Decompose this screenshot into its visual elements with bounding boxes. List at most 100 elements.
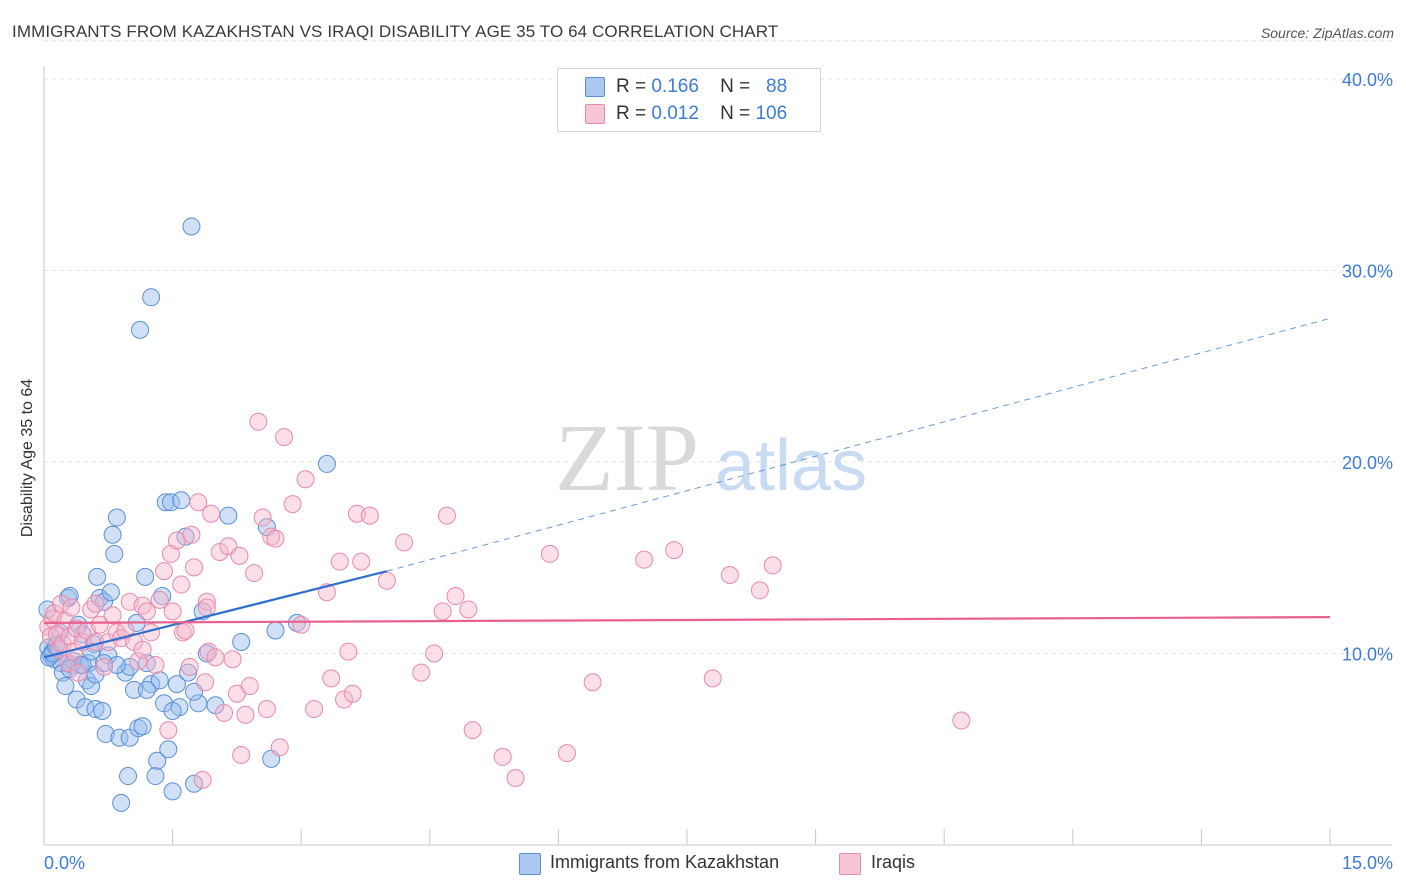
x-tick-label-max: 15.0% <box>1342 853 1393 873</box>
axes <box>43 66 1392 846</box>
point-iraqis <box>230 546 249 565</box>
point-iraqis <box>352 552 371 571</box>
point-iraqis <box>557 744 576 763</box>
point-iraqis <box>159 721 178 740</box>
trend-lines <box>43 317 1331 659</box>
point-iraqis <box>90 615 109 634</box>
point-iraqis <box>240 677 259 696</box>
point-kazakhstan <box>107 508 126 527</box>
point-iraqis <box>62 598 81 617</box>
watermark-atlas: atlas <box>715 426 867 506</box>
point-kazakhstan <box>105 544 124 563</box>
point-iraqis <box>360 506 379 525</box>
point-iraqis <box>459 600 478 619</box>
point-iraqis <box>103 606 122 625</box>
point-iraqis <box>180 657 199 676</box>
y-axis-label: Disability Age 35 to 64 <box>19 378 36 538</box>
point-kazakhstan <box>82 677 101 696</box>
point-iraqis <box>335 690 354 709</box>
point-iraqis <box>292 615 311 634</box>
point-kazakhstan <box>137 680 156 699</box>
point-iraqis <box>249 412 268 431</box>
point-iraqis <box>275 428 294 447</box>
point-iraqis <box>202 504 221 523</box>
point-iraqis <box>339 642 358 661</box>
r-value-iraqis: 0.012 <box>651 103 699 124</box>
point-iraqis <box>236 705 255 724</box>
point-iraqis <box>635 550 654 569</box>
point-kazakhstan <box>136 567 155 586</box>
point-kazakhstan <box>56 677 75 696</box>
point-iraqis <box>197 592 216 611</box>
point-kazakhstan <box>185 774 204 793</box>
point-iraqis <box>193 770 212 789</box>
n-label: N = <box>720 76 751 97</box>
point-iraqis <box>86 594 105 613</box>
point-iraqis <box>266 529 285 548</box>
point-kazakhstan <box>131 320 150 339</box>
point-iraqis <box>133 640 152 659</box>
point-kazakhstan <box>266 621 285 640</box>
point-kazakhstan <box>112 793 131 812</box>
point-iraqis <box>720 565 739 584</box>
point-iraqis <box>161 544 180 563</box>
point-iraqis <box>395 533 414 552</box>
bottom-legend-iraqis: Iraqis <box>871 852 916 872</box>
point-kazakhstan <box>317 454 336 473</box>
legend-row-iraqis: R = 0.012 N = 106 <box>616 102 787 126</box>
point-iraqis <box>206 648 225 667</box>
bottom-legend-swatch-iraqis <box>839 853 861 875</box>
point-iraqis <box>377 571 396 590</box>
point-kazakhstan <box>146 767 165 786</box>
point-kazakhstan <box>232 633 251 652</box>
point-kazakhstan <box>86 700 105 719</box>
point-kazakhstan <box>119 767 138 786</box>
chart-title: IMMIGRANTS FROM KAZAKHSTAN VS IRAQI DISA… <box>12 22 779 41</box>
trend-line-kazakhstan <box>43 570 388 659</box>
bottom-legend-swatch-kazakhstan <box>519 853 541 875</box>
y-tick-label: 20.0% <box>1342 453 1393 473</box>
point-kazakhstan <box>167 675 186 694</box>
point-kazakhstan <box>103 525 122 544</box>
point-kazakhstan <box>156 493 175 512</box>
y-tick-label: 40.0% <box>1342 70 1393 90</box>
x-tick-label-min: 0.0% <box>44 853 85 873</box>
point-iraqis <box>189 493 208 512</box>
trend-line-kazakhstan-extension <box>386 317 1331 572</box>
point-iraqis <box>137 602 156 621</box>
y-tick-label: 30.0% <box>1342 262 1393 282</box>
point-iraqis <box>69 663 88 682</box>
point-iraqis <box>52 594 71 613</box>
point-iraqis <box>257 700 276 719</box>
watermark-zip: ZIP <box>555 404 699 511</box>
series-kazakhstan-points <box>38 217 336 812</box>
point-kazakhstan <box>96 724 115 743</box>
point-iraqis <box>433 602 452 621</box>
point-iraqis <box>197 598 216 617</box>
bottom-legend-kazakhstan: Immigrants from Kazakhstan <box>550 852 780 872</box>
point-iraqis <box>172 575 191 594</box>
source-credit: Source: ZipAtlas.com <box>1260 25 1394 41</box>
point-kazakhstan <box>159 740 178 759</box>
r-label: R = <box>616 76 647 97</box>
point-kazakhstan <box>148 751 167 770</box>
point-iraqis <box>146 655 165 674</box>
point-iraqis <box>185 558 204 577</box>
point-iraqis <box>223 650 242 669</box>
point-iraqis <box>665 541 684 560</box>
point-iraqis <box>210 543 229 562</box>
stats-legend: R = 0.166 N = 88 R = 0.012 N = 106 <box>557 68 821 132</box>
point-iraqis <box>763 556 782 575</box>
legend-swatch-blue <box>585 77 605 97</box>
point-iraqis <box>583 673 602 692</box>
point-iraqis <box>129 652 148 671</box>
point-kazakhstan <box>101 583 120 602</box>
point-kazakhstan <box>182 217 201 236</box>
point-iraqis <box>270 738 289 757</box>
point-iraqis <box>750 581 769 600</box>
point-iraqis <box>540 544 559 563</box>
point-iraqis <box>150 590 169 609</box>
point-kazakhstan <box>163 701 182 720</box>
point-iraqis <box>155 562 174 581</box>
